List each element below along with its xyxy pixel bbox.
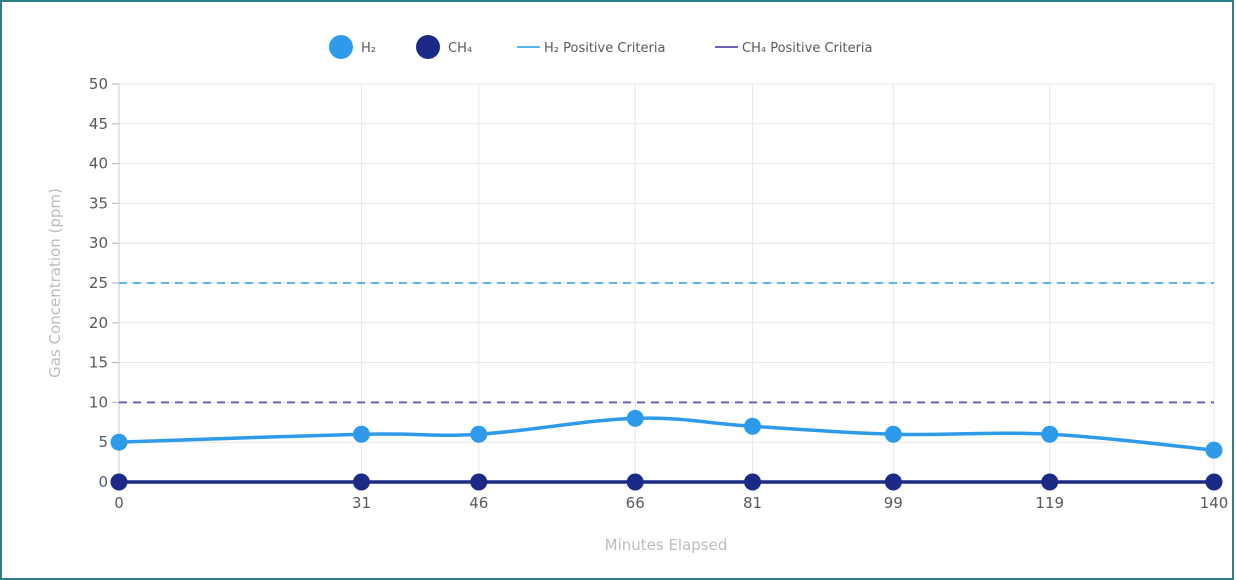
legend-marker-h2 (329, 35, 353, 59)
y-tick-label: 50 (89, 75, 108, 93)
h2-data-point (884, 425, 902, 443)
series-points (110, 409, 1223, 491)
legend-marker-ch4 (416, 35, 440, 59)
y-tick-label: 5 (98, 433, 108, 451)
legend: H₂ CH₄ H₂ Positive Criteria CH₄ Positive… (329, 35, 873, 59)
x-tick-label: 46 (469, 494, 488, 512)
legend-label-ch4-criteria: CH₄ Positive Criteria (742, 41, 873, 56)
h2-data-point (626, 409, 644, 427)
ch4-data-point (1041, 473, 1059, 491)
ch4-data-point (744, 473, 762, 491)
ch4-data-point (110, 473, 128, 491)
h2-data-point (470, 425, 488, 443)
y-tick-label: 35 (89, 194, 108, 212)
ch4-data-point (884, 473, 902, 491)
y-tick-label: 15 (89, 354, 108, 372)
x-tick-label: 81 (743, 494, 762, 512)
x-tick-label: 31 (352, 494, 371, 512)
ch4-data-point (352, 473, 370, 491)
y-tick-label: 45 (89, 115, 108, 133)
y-tick-label: 0 (98, 473, 108, 491)
x-axis-title: Minutes Elapsed (605, 536, 728, 554)
y-axis-ticks: 0 5 10 15 20 25 30 35 40 45 50 (89, 75, 119, 491)
ch4-data-point (470, 473, 488, 491)
line-chart: 0 5 10 15 20 25 30 35 40 45 50 0 31 46 66 81 99 119 140 G… (46, 35, 1228, 554)
ch4-data-point (1205, 473, 1223, 491)
y-tick-label: 10 (89, 393, 108, 411)
y-tick-label: 40 (89, 155, 108, 173)
legend-label-h2: H₂ (361, 41, 376, 56)
y-tick-label: 20 (89, 314, 108, 332)
x-tick-label: 0 (114, 494, 124, 512)
legend-label-h2-criteria: H₂ Positive Criteria (544, 41, 665, 56)
y-tick-label: 25 (89, 274, 108, 292)
h2-data-point (1205, 441, 1223, 459)
x-tick-label: 66 (626, 494, 645, 512)
y-axis-title: Gas Concentration (ppm) (46, 188, 64, 378)
ch4-data-point (626, 473, 644, 491)
h2-data-point (744, 417, 762, 435)
legend-label-ch4: CH₄ (448, 41, 472, 56)
x-tick-label: 99 (884, 494, 903, 512)
h2-data-point (1041, 425, 1059, 443)
x-axis-ticks: 0 31 46 66 81 99 119 140 (114, 482, 1228, 512)
threshold-lines (119, 282, 1214, 404)
h2-data-point (352, 425, 370, 443)
h2-data-point (110, 433, 128, 451)
x-tick-label: 140 (1200, 494, 1229, 512)
y-tick-label: 30 (89, 234, 108, 252)
x-tick-label: 119 (1035, 494, 1064, 512)
